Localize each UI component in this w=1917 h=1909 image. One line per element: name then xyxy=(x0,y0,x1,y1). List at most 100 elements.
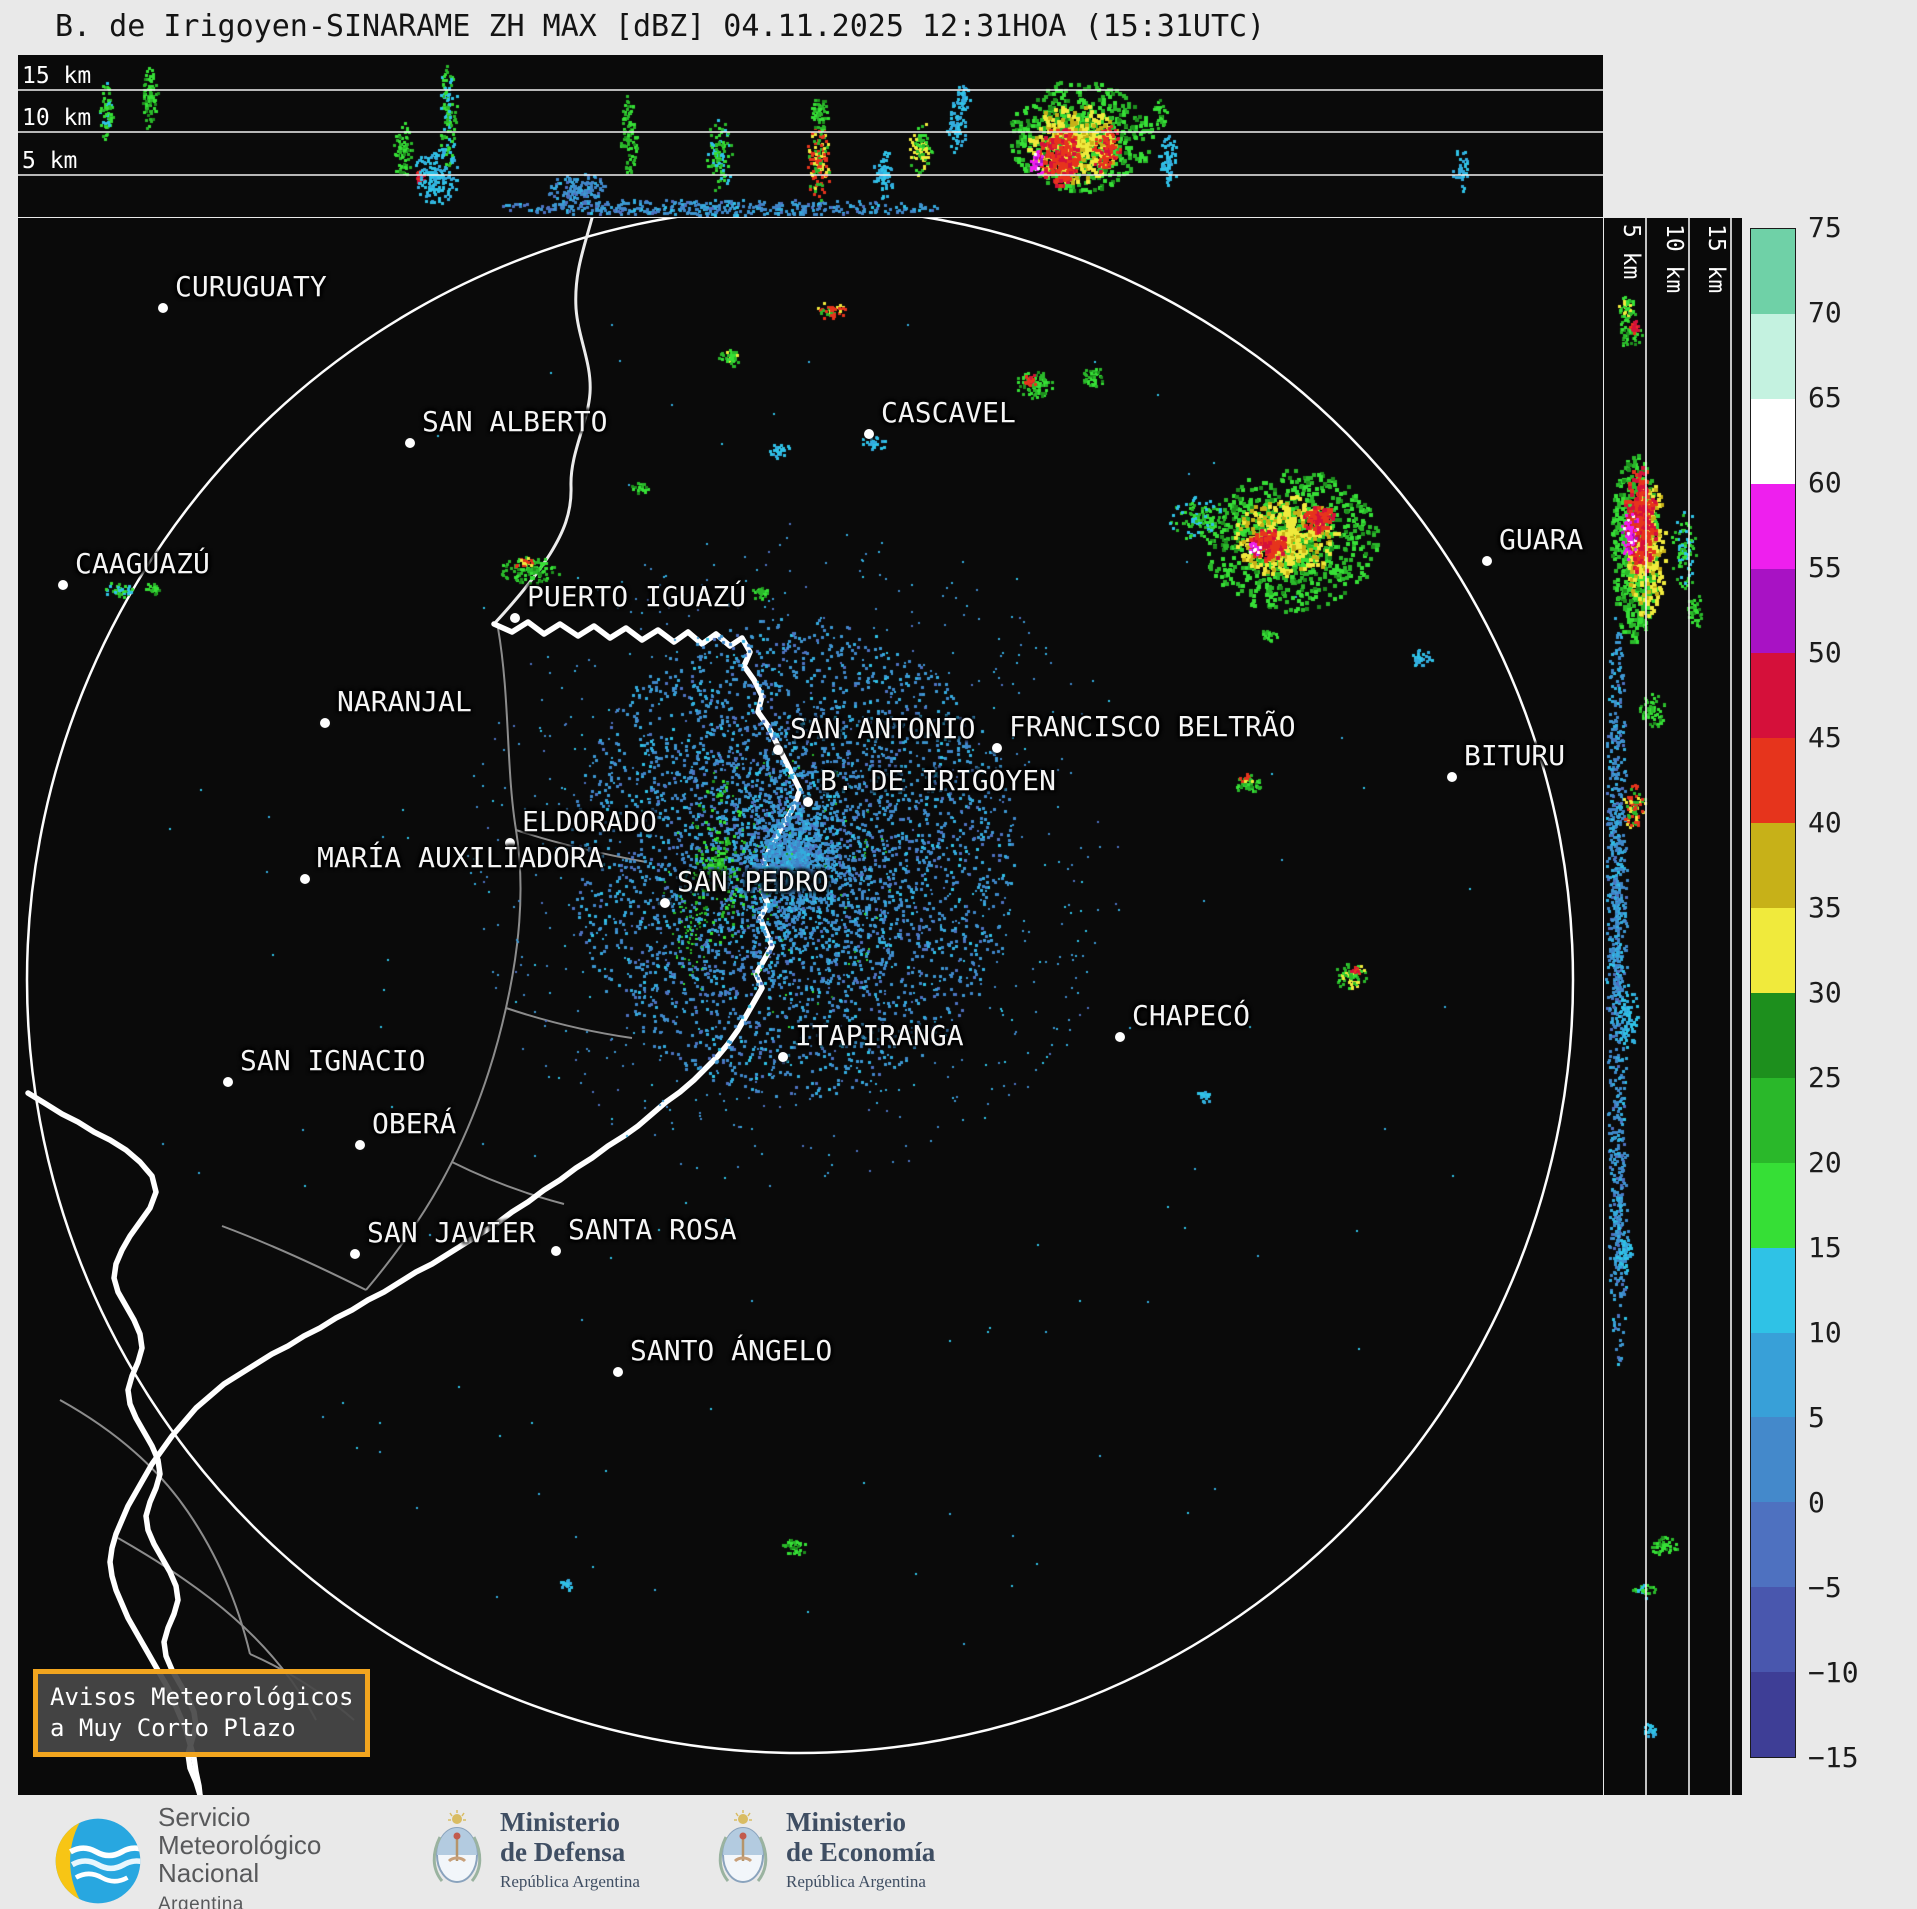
city-dot xyxy=(778,1052,788,1062)
city-label: OBERÁ xyxy=(372,1107,457,1140)
height-label-10km-side: 10 km xyxy=(1661,224,1687,294)
colorbar-band xyxy=(1751,313,1795,399)
city-dot xyxy=(803,797,813,807)
height-label-10km: 10 km xyxy=(22,105,92,131)
colorbar-band xyxy=(1751,1162,1795,1248)
colorbar-tick-label: 50 xyxy=(1808,636,1842,669)
city-label: SANTO ÁNGELO xyxy=(630,1334,833,1367)
colorbar-tick-label: 5 xyxy=(1808,1401,1825,1434)
colorbar-tick-label: −10 xyxy=(1808,1656,1859,1689)
city-dot xyxy=(1115,1032,1125,1042)
colorbar-band xyxy=(1751,653,1795,739)
height-label-5km-side: 5 km xyxy=(1618,224,1644,280)
side-cross-section-echoes xyxy=(1604,218,1742,1795)
city-label: CHAPECÓ xyxy=(1132,999,1251,1032)
colorbar-band xyxy=(1751,1077,1795,1163)
colorbar-band xyxy=(1751,1247,1795,1333)
colorbar-tick-label: 35 xyxy=(1808,891,1842,924)
colorbar-tick-label: 45 xyxy=(1808,721,1842,754)
colorbar-band xyxy=(1751,229,1795,314)
city-dot xyxy=(992,743,1002,753)
city-dot xyxy=(551,1246,561,1256)
colorbar: 75 70 65 60 55 50 45 40 35 30 25 20 15 10 5 0 −5 −10 −15 xyxy=(1750,212,1910,1774)
city-dot xyxy=(158,303,168,313)
city-label: SAN PEDRO xyxy=(677,865,829,898)
colorbar-band xyxy=(1751,993,1795,1078)
city-dot xyxy=(773,745,783,755)
warning-box: Avisos Meteorológicos a Muy Corto Plazo xyxy=(33,1669,371,1757)
city-label: SAN IGNACIO xyxy=(240,1044,426,1077)
colorbar-band xyxy=(1751,483,1795,569)
colorbar-band xyxy=(1751,568,1795,654)
ministry-text: Ministerio de Economía República Argenti… xyxy=(786,1807,935,1892)
warning-line: Avisos Meteorológicos xyxy=(50,1683,354,1711)
colorbar-band xyxy=(1751,1587,1795,1673)
colorbar-tick-label: 55 xyxy=(1808,551,1842,584)
city-label: SANTA ROSA xyxy=(568,1213,737,1246)
colorbar-band xyxy=(1751,823,1795,909)
colorbar-tick-label: 10 xyxy=(1808,1316,1842,1349)
city-label: GUARA xyxy=(1499,523,1584,556)
ministry-text: Ministerio de Defensa República Argentin… xyxy=(500,1807,640,1892)
colorbar-band xyxy=(1751,398,1795,484)
colorbar-tick-label: 30 xyxy=(1808,976,1842,1009)
city-label: ELDORADO xyxy=(522,805,657,838)
colorbar-ticks: 75 70 65 60 55 50 45 40 35 30 25 20 15 10 5 0 −5 −10 −15 xyxy=(1808,212,1908,1774)
radar-echoes xyxy=(18,218,1603,1795)
main-map-panel: CURUGUATY SAN ALBERTO CASCAVEL CAAGUAZÚ PUER… xyxy=(18,218,1603,1795)
colorbar-band xyxy=(1751,1417,1795,1503)
city-label: ITAPIRANGA xyxy=(795,1019,964,1052)
defensa-coat-of-arms xyxy=(432,1809,482,1883)
colorbar-tick-label: 75 xyxy=(1808,211,1842,244)
top-cross-section-panel: 15 km 10 km 5 km xyxy=(18,55,1603,217)
city-label: FRANCISCO BELTRÃO xyxy=(1009,710,1296,743)
city-dot xyxy=(1482,556,1492,566)
smn-logo xyxy=(55,1818,141,1904)
ministry-country: República Argentina xyxy=(786,1872,926,1891)
city-dot xyxy=(660,898,670,908)
city-dot xyxy=(405,438,415,448)
city-label: NARANJAL xyxy=(337,685,472,718)
colorbar-tick-label: 15 xyxy=(1808,1231,1842,1264)
ministry-dept: de Economía xyxy=(786,1837,936,1867)
colorbar-tick-label: −5 xyxy=(1808,1571,1842,1604)
smn-name-line: Nacional xyxy=(158,1858,260,1888)
smn-text: Servicio Meteorológico Nacional Argentin… xyxy=(158,1803,321,1909)
economia-coat-of-arms xyxy=(718,1809,768,1883)
colorbar-band xyxy=(1751,738,1795,824)
ministry-name: Ministerio xyxy=(786,1807,906,1837)
footer: Servicio Meteorológico Nacional Argentin… xyxy=(0,1795,1917,1909)
city-dot xyxy=(1447,772,1457,782)
city-dot xyxy=(350,1249,360,1259)
city-label: SAN ALBERTO xyxy=(422,405,608,438)
city-label: B. DE IRIGOYEN xyxy=(820,764,1057,797)
city-label: SAN JAVIER xyxy=(367,1216,536,1249)
top-height-gridlines xyxy=(18,89,1603,176)
top-cross-section-echoes xyxy=(18,55,1603,217)
city-label: MARÍA AUXILIADORA xyxy=(317,841,604,874)
colorbar-tick-label: −15 xyxy=(1808,1741,1859,1774)
ministry-economia: Ministerio de Economía República Argenti… xyxy=(716,1807,935,1892)
city-dot xyxy=(510,613,520,623)
city-dot xyxy=(300,874,310,884)
city-dot xyxy=(613,1367,623,1377)
colorbar-bands xyxy=(1750,228,1796,1758)
colorbar-tick-label: 20 xyxy=(1808,1146,1842,1179)
city-dot xyxy=(864,429,874,439)
city-label: CASCAVEL xyxy=(881,396,1016,429)
ministry-name: Ministerio xyxy=(500,1807,620,1837)
city-label: PUERTO IGUAZÚ xyxy=(527,580,747,613)
colorbar-band xyxy=(1751,1502,1795,1588)
city-dot xyxy=(223,1077,233,1087)
city-dot xyxy=(320,718,330,728)
smn-name-line: Servicio xyxy=(158,1802,251,1832)
colorbar-band xyxy=(1751,1332,1795,1418)
city-layer: CURUGUATY SAN ALBERTO CASCAVEL CAAGUAZÚ PUER… xyxy=(18,218,1603,1795)
smn-name-line: Meteorológico xyxy=(158,1830,322,1860)
height-label-15km-side: 15 km xyxy=(1703,224,1729,294)
side-height-gridlines xyxy=(1645,218,1732,1795)
ministry-country: República Argentina xyxy=(500,1872,640,1891)
city-dot xyxy=(58,580,68,590)
colorbar-tick-label: 70 xyxy=(1808,296,1842,329)
colorbar-tick-label: 40 xyxy=(1808,806,1842,839)
